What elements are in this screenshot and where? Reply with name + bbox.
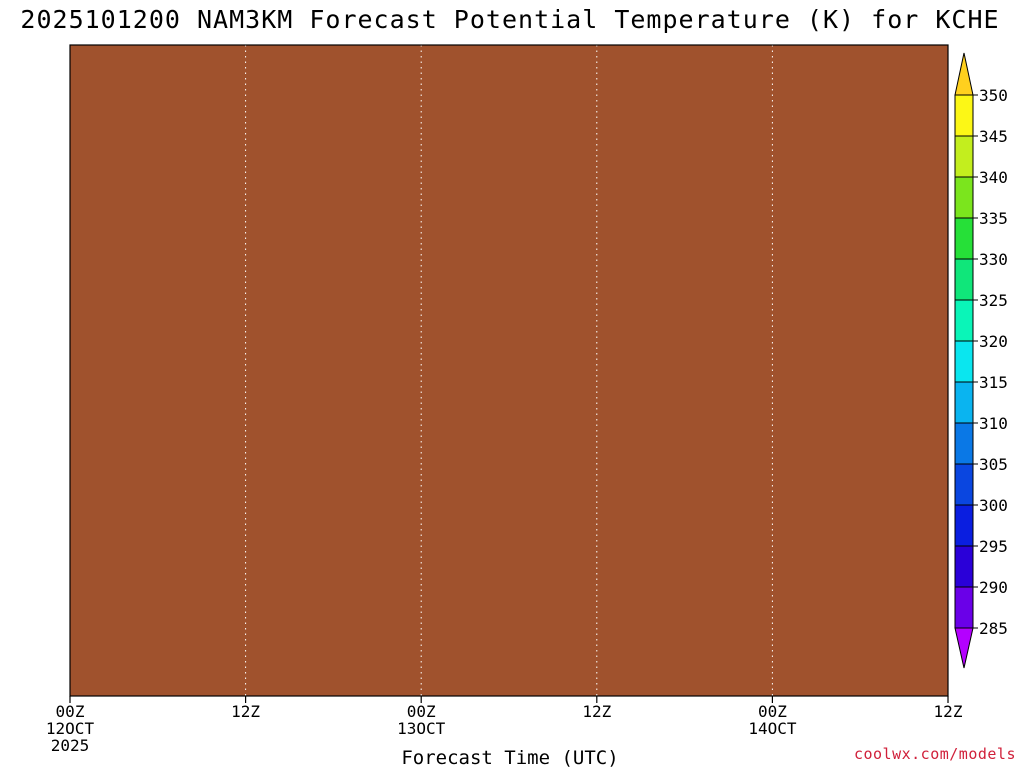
colorbar-swatch [954, 545, 974, 588]
plot-frame [69, 44, 949, 697]
x-tick-label: 00Z [407, 702, 436, 721]
colorbar-arrow-low [954, 627, 974, 669]
x-tick-label: 12Z [231, 702, 260, 721]
colorbar-label: 315 [979, 373, 1008, 392]
colorbar-swatch [954, 299, 974, 342]
x-tick-label: 13OCT [397, 719, 446, 738]
colorbar-arrow-high [954, 52, 974, 96]
x-tick-label: 00Z [758, 702, 787, 721]
colorbar-swatch [954, 176, 974, 219]
x-axis-label: Forecast Time (UTC) [401, 747, 618, 768]
colorbar-label: 295 [979, 537, 1008, 556]
colorbar-swatch [954, 258, 974, 301]
x-tick-label: 14OCT [748, 719, 797, 738]
colorbar-label: 285 [979, 619, 1008, 638]
colorbar-swatch [954, 504, 974, 547]
colorbar-label: 310 [979, 414, 1008, 433]
colorbar-label: 300 [979, 496, 1008, 515]
colorbar-swatch [954, 463, 974, 506]
terrain-mask [70, 45, 948, 696]
colorbar-label: 335 [979, 209, 1008, 228]
colorbar-label: 325 [979, 291, 1008, 310]
colorbar-label: 290 [979, 578, 1008, 597]
x-tick-label: 00Z [56, 702, 85, 721]
colorbar-swatch [954, 586, 974, 629]
colorbar-label: 345 [979, 127, 1008, 146]
credit-link[interactable]: coolwx.com/models [854, 745, 1016, 763]
x-tick-label: 12Z [934, 702, 963, 721]
chart-title: 2025101200 NAM3KM Forecast Potential Tem… [20, 5, 999, 34]
x-tick-label: 12OCT [46, 719, 95, 738]
colorbar-swatch [954, 135, 974, 178]
x-tick-label: 2025 [51, 736, 90, 755]
colorbar-label: 350 [979, 86, 1008, 105]
colorbar-label: 320 [979, 332, 1008, 351]
colorbar-label: 305 [979, 455, 1008, 474]
grid-lines [245, 45, 773, 696]
colorbar-swatch [954, 422, 974, 465]
colorbar-swatch [954, 381, 974, 424]
colorbar-swatch [954, 217, 974, 260]
colorbar-label: 340 [979, 168, 1008, 187]
x-tick-label: 12Z [582, 702, 611, 721]
colorbar-swatch [954, 94, 974, 137]
colorbar-label: 330 [979, 250, 1008, 269]
colorbar: 285 290 295 300 305 310 315 320 325 330 335 340 345 3… [954, 52, 1008, 669]
colorbar-swatch [954, 340, 974, 383]
